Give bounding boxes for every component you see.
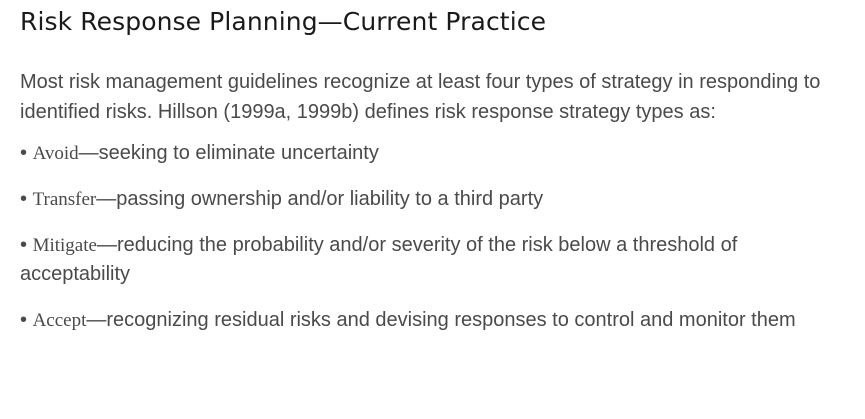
bullet-glyph: • <box>20 234 33 256</box>
section-heading: Risk Response Planning—Current Practice <box>20 7 547 36</box>
strategy-description: —reducing the probability and/or severit… <box>20 234 738 285</box>
strategy-item-avoid: • Avoid—seeking to eliminate uncertainty <box>20 139 850 168</box>
bullet-glyph: • <box>20 142 33 164</box>
strategy-list: • Avoid—seeking to eliminate uncertainty… <box>20 139 850 335</box>
strategy-term: Accept <box>32 310 87 331</box>
article-content: Risk Response Planning—Current Practice … <box>20 0 850 335</box>
intro-paragraph: Most risk management guidelines recogniz… <box>20 71 821 123</box>
strategy-item-mitigate: • Mitigate—reducing the probability and/… <box>20 231 850 289</box>
strategy-term: Avoid <box>32 143 79 164</box>
strategy-item-accept: • Accept—recognizing residual risks and … <box>20 306 850 335</box>
strategy-description: —seeking to eliminate uncertainty <box>78 142 379 164</box>
strategy-term: Transfer <box>32 189 97 210</box>
bullet-glyph: • <box>20 309 33 331</box>
strategy-term: Mitigate <box>32 235 97 256</box>
strategy-item-transfer: • Transfer—passing ownership and/or liab… <box>20 185 850 214</box>
bullet-glyph: • <box>20 188 33 210</box>
strategy-description: —passing ownership and/or liability to a… <box>96 188 544 210</box>
strategy-description: —recognizing residual risks and devising… <box>86 309 796 331</box>
